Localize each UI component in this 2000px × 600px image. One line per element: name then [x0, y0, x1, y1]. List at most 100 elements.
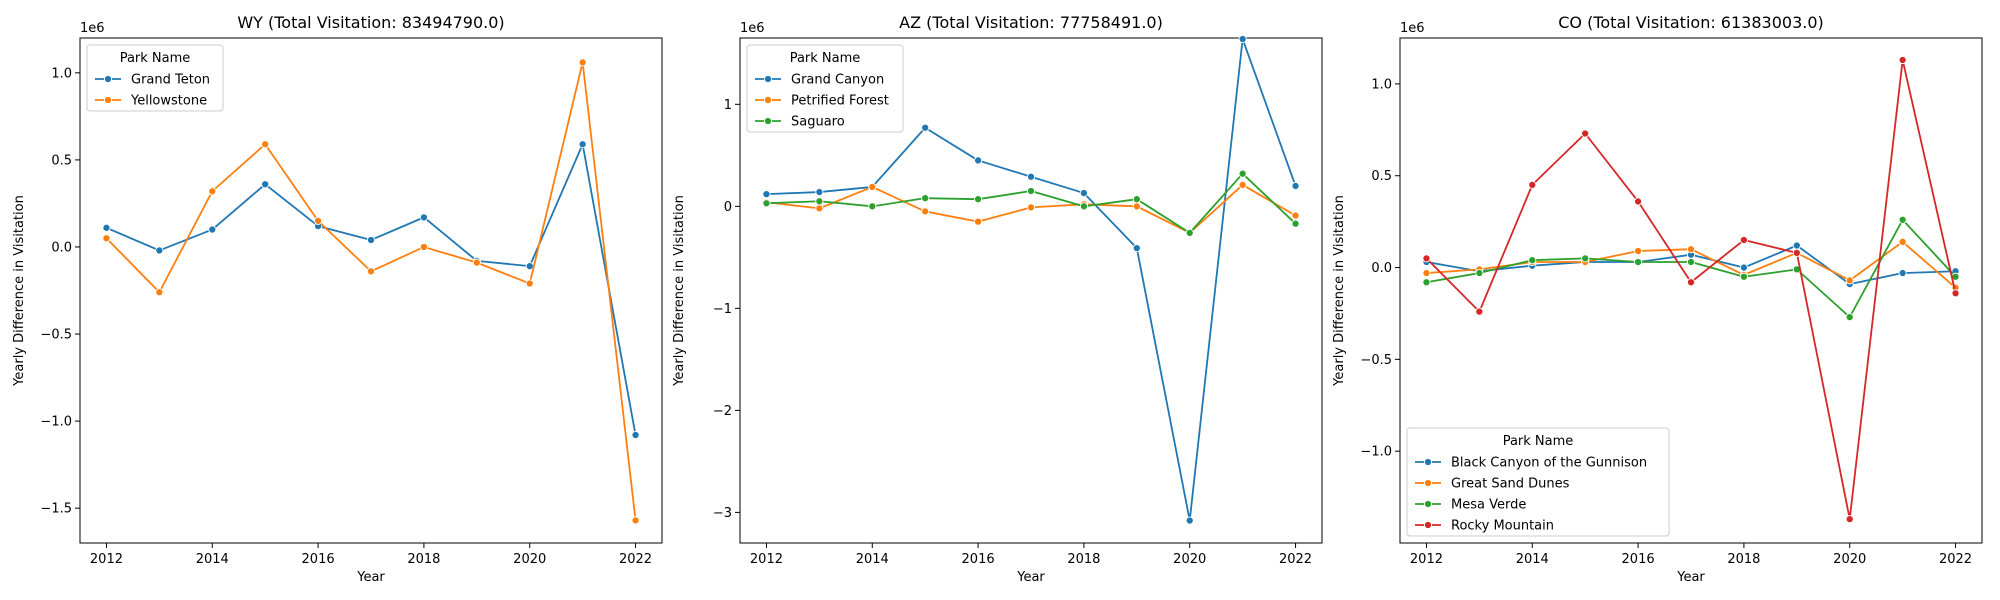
legend-marker [103, 95, 113, 105]
plot-frame [739, 37, 1323, 544]
data-point [1739, 263, 1748, 272]
x-tick-label: 2012 [90, 552, 123, 567]
chart-title: CO (Total Visitation: 61383003.0) [1558, 13, 1824, 32]
data-point [1475, 269, 1484, 278]
y-scale-label: 1e6 [80, 21, 105, 36]
data-point [1026, 172, 1036, 181]
legend-label: Rocky Mountain [1451, 519, 1554, 534]
legend-label: Grand Teton [131, 73, 210, 88]
x-tick-label: 2016 [1622, 552, 1655, 567]
data-point [1079, 202, 1088, 211]
data-point [1238, 180, 1247, 189]
data-point [525, 279, 534, 288]
data-point [1686, 257, 1696, 267]
data-point [921, 194, 930, 203]
data-point [1845, 313, 1854, 322]
y-tick-label: −1.5 [40, 502, 72, 517]
chart-panel-1: AZ (Total Visitation: 77758491.0) 2012 201… [672, 13, 1323, 585]
data-point [1634, 246, 1643, 256]
x-tick-label: 2016 [962, 552, 995, 567]
x-tick-label: 2022 [1279, 552, 1312, 567]
y-axis-label: Yearly Difference in Visitation [12, 195, 27, 387]
data-point [1686, 278, 1696, 287]
x-tick-label: 2014 [856, 552, 889, 567]
data-point [1528, 180, 1537, 189]
data-point [366, 235, 376, 245]
series-0 [762, 34, 1300, 525]
data-point [868, 182, 877, 191]
data-point [1422, 269, 1431, 278]
x-axis-label: Year [1016, 570, 1045, 585]
data-point [1238, 34, 1247, 44]
data-point [1581, 254, 1590, 263]
data-point [1185, 516, 1194, 525]
legend: Park Name Black Canyon of the Gunnison Gre… [1406, 427, 1670, 537]
legend-label: Black Canyon of the Gunnison [1451, 456, 1647, 471]
data-point [1079, 189, 1088, 198]
legend-marker [103, 74, 113, 84]
legend-title: Park Name [790, 51, 861, 66]
data-point [419, 242, 428, 252]
x-tick-label: 2020 [1833, 552, 1866, 567]
data-point [155, 246, 164, 255]
data-point [1898, 269, 1907, 278]
x-tick-label: 2012 [1410, 552, 1443, 567]
legend-label: Saguaro [791, 115, 845, 130]
legend-marker [1423, 499, 1433, 509]
y-scale-label: 1e6 [740, 21, 765, 36]
y-tick-label: −0.5 [40, 328, 72, 343]
data-point [1581, 129, 1590, 138]
data-point [102, 223, 111, 232]
data-point [1132, 202, 1141, 211]
legend-label: Petrified Forest [791, 94, 889, 109]
data-point [1898, 55, 1907, 65]
data-point [1739, 272, 1748, 281]
y-tick-label: −0.5 [1360, 353, 1392, 368]
legend-title: Park Name [120, 51, 191, 66]
y-scale-label: 1e6 [1400, 21, 1425, 36]
legend-marker [763, 116, 773, 126]
legend-box [746, 44, 904, 133]
x-axis-label: Year [356, 570, 385, 585]
x-tick-label: 2020 [513, 552, 546, 567]
data-point [1238, 169, 1247, 178]
data-point [1898, 237, 1907, 246]
data-point [974, 195, 983, 204]
data-point [1634, 197, 1643, 206]
x-tick-label: 2018 [1067, 552, 1100, 567]
data-point [1475, 307, 1484, 316]
legend-marker [763, 74, 773, 84]
data-point [921, 123, 930, 132]
y-tick-label: 0.5 [1371, 169, 1392, 184]
data-point [314, 216, 323, 225]
data-point [1422, 254, 1431, 263]
legend-marker [1423, 478, 1433, 488]
data-point [1132, 244, 1141, 253]
legend-marker [1423, 520, 1433, 530]
data-point [1792, 241, 1801, 250]
series-line [766, 172, 1297, 234]
data-point [1898, 215, 1907, 224]
x-tick-label: 2012 [750, 552, 783, 567]
data-point [208, 187, 217, 196]
data-point [868, 202, 877, 211]
legend-label: Mesa Verde [1451, 498, 1526, 513]
data-point [525, 262, 534, 271]
data-point [1792, 248, 1801, 257]
data-point [762, 199, 771, 208]
series-3 [1422, 55, 1960, 524]
plot-frame [79, 37, 663, 544]
series-line [106, 143, 637, 436]
chart-panel-0: WY (Total Visitation: 83494790.0) 2012 201… [12, 13, 663, 585]
legend-marker [1423, 457, 1433, 467]
x-tick-label: 2020 [1173, 552, 1206, 567]
y-tick-label: 0.0 [1371, 261, 1392, 276]
series-2 [762, 169, 1300, 237]
legend-label: Yellowstone [130, 94, 207, 109]
x-tick-label: 2022 [619, 552, 652, 567]
data-point [815, 197, 824, 206]
data-point [1528, 256, 1537, 265]
chart-title: WY (Total Visitation: 83494790.0) [237, 13, 504, 32]
y-tick-label: −1.0 [40, 415, 72, 430]
